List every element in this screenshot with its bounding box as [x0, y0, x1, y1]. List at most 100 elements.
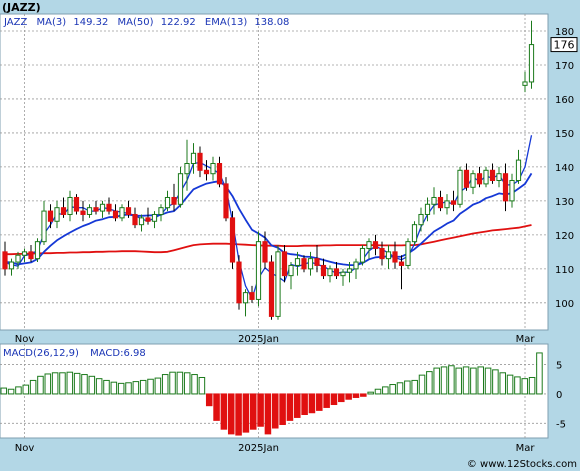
- candle-body: [483, 169, 489, 185]
- candle-up: [138, 214, 145, 232]
- macd-bar-positive: [470, 367, 477, 395]
- candle-down: [281, 245, 288, 283]
- candle-down: [268, 255, 275, 320]
- macd-bar-positive: [462, 366, 470, 395]
- candle-up: [190, 143, 197, 174]
- candle-down: [450, 190, 457, 212]
- candle-body: [21, 251, 28, 256]
- macd-bar-positive: [411, 379, 418, 395]
- ema13-line: [4, 172, 533, 267]
- candle-body: [67, 196, 73, 215]
- candle-body: [119, 207, 125, 219]
- candle-up: [177, 166, 184, 208]
- candle-up: [242, 289, 249, 317]
- candle-body: [379, 247, 385, 260]
- candle-body: [515, 159, 522, 181]
- candle-up: [385, 245, 392, 269]
- candle-down: [125, 200, 132, 218]
- legend-ma50-value: 122.92: [161, 17, 196, 28]
- candle-body: [307, 258, 314, 270]
- candle-body: [54, 207, 60, 222]
- macd-bar-positive: [154, 377, 162, 395]
- macd-bar-positive: [418, 374, 426, 395]
- candle-body: [112, 210, 119, 219]
- legend: JAZZ MA(3) 149.32 MA(50) 122.92 EMA(13) …: [3, 17, 289, 28]
- candle-body: [41, 210, 47, 243]
- candle-down: [223, 177, 229, 222]
- candle-body: [437, 196, 444, 209]
- macd-bar-negative: [213, 393, 220, 421]
- macd-bar-positive: [95, 378, 103, 395]
- candle-down: [398, 255, 405, 290]
- macd-bar-negative: [352, 393, 360, 398]
- candle-body: [496, 173, 502, 181]
- macd-bar-negative: [323, 393, 330, 408]
- legend-ema13-label: EMA(13): [205, 17, 247, 28]
- price-tick-label: 130: [555, 197, 574, 208]
- macd-bar-negative: [330, 393, 338, 406]
- candle-body: [132, 213, 138, 226]
- macd-bar-positive: [514, 376, 521, 395]
- moving-average-lines: [4, 135, 533, 300]
- macd-bar-positive: [125, 382, 132, 395]
- candle-up: [54, 200, 60, 229]
- price-tick-label: 150: [555, 129, 574, 140]
- macd-bar-positive: [506, 374, 514, 395]
- price-tick-label: 180: [555, 27, 574, 38]
- candle-body: [528, 44, 535, 83]
- candle-body: [424, 203, 431, 215]
- candle-down: [379, 241, 385, 266]
- candle-body: [138, 217, 145, 226]
- macd-bar-negative: [205, 393, 213, 407]
- candle-body: [392, 251, 398, 263]
- candle-down: [197, 146, 203, 178]
- macd-bar-positive: [440, 366, 448, 395]
- legend-ma3-value: 149.32: [73, 17, 108, 28]
- candle-body: [47, 210, 54, 222]
- candle-down: [73, 194, 80, 215]
- candle-down: [106, 197, 112, 215]
- candle-up: [346, 262, 353, 283]
- macd-bar-positive: [22, 384, 30, 395]
- macd-bar-positive: [433, 367, 440, 395]
- price-tick-label: 120: [555, 231, 574, 242]
- price-axis-labels: 100 110 120 130 140 150 160 170 180: [555, 27, 574, 310]
- macd-bar-positive: [161, 374, 169, 395]
- candle-up: [496, 166, 502, 188]
- macd-bar-negative: [242, 393, 250, 433]
- macd-bar-positive: [455, 367, 462, 395]
- candle-up: [411, 221, 418, 246]
- macd-bar-positive: [44, 373, 52, 395]
- candle-body: [502, 173, 509, 202]
- candle-body: [125, 207, 132, 215]
- macd-bar-positive: [66, 371, 74, 395]
- candle-up: [418, 207, 424, 232]
- macd-bar-positive: [477, 366, 484, 395]
- candle-body: [333, 268, 340, 277]
- candle-body: [281, 251, 288, 277]
- legend-ma50-label: MA(50): [118, 17, 154, 28]
- candle-body: [177, 173, 184, 205]
- candle-down: [112, 204, 119, 222]
- candle-body: [34, 241, 41, 260]
- candle-body: [86, 207, 93, 215]
- candle-down: [2, 241, 8, 276]
- candle-body: [457, 169, 463, 205]
- macd-bar-positive: [139, 379, 147, 395]
- macd-bar-positive: [536, 352, 543, 395]
- candle-body: [509, 179, 515, 202]
- candle-up: [255, 231, 262, 307]
- candle-up: [34, 238, 41, 263]
- candle-up: [158, 204, 164, 222]
- candle-up: [307, 251, 314, 276]
- candle-body: [60, 207, 67, 215]
- candle-up: [15, 251, 21, 269]
- candle-body: [418, 213, 424, 226]
- candle-up: [515, 149, 522, 184]
- candle-body: [366, 241, 372, 249]
- candle-body: [2, 251, 8, 270]
- candle-body: [288, 264, 294, 277]
- candle-up: [353, 258, 359, 280]
- candle-body: [80, 210, 86, 215]
